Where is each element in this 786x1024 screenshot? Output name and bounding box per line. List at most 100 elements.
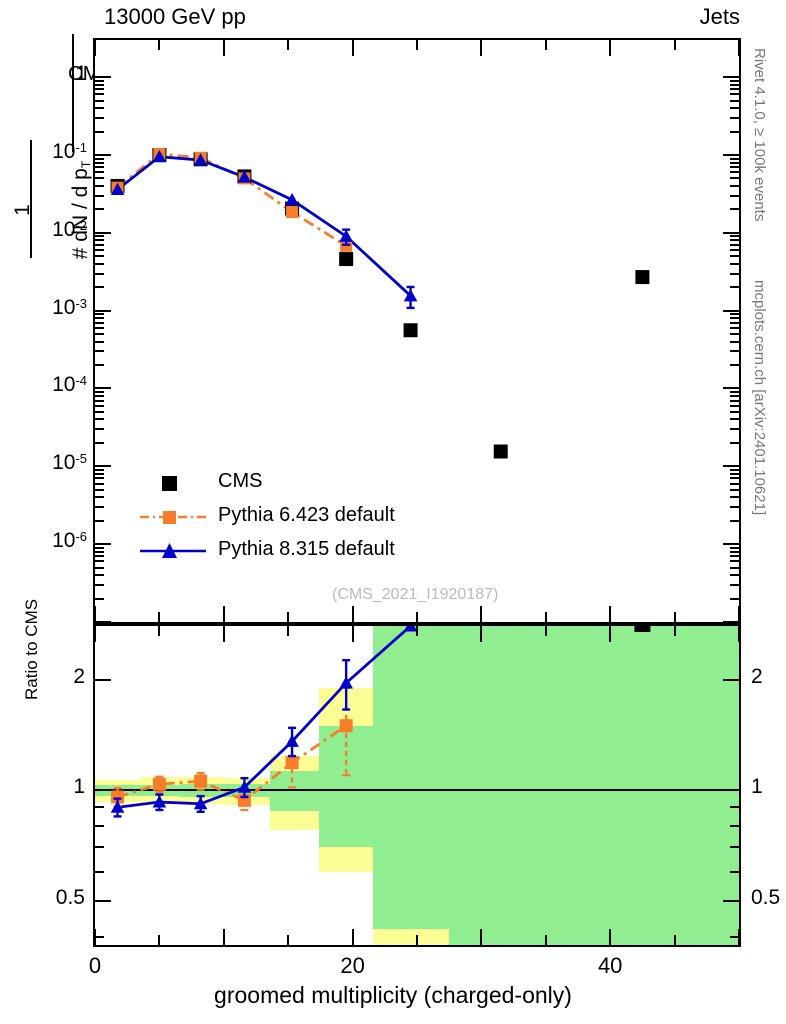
ratio-x-tick-bottom [158, 935, 161, 945]
y-minor-tick [95, 208, 104, 211]
ratio-x-tick-bottom [544, 935, 547, 945]
x-tick-bottom [158, 612, 161, 622]
y-minor-tick [730, 477, 739, 480]
pythia8-ratio-marker [285, 734, 299, 747]
y-major-tick [95, 543, 111, 546]
ratio-y-minor-tick [95, 846, 104, 849]
y-minor-tick [730, 321, 739, 324]
ratio-x-tick-bottom [222, 929, 225, 945]
y-minor-tick [730, 472, 739, 475]
ratio-y-tick-label: 2 [73, 664, 85, 688]
series-line [116, 152, 347, 248]
y-tick-label: 10-5 [52, 451, 87, 475]
y-tick-label: 10-4 [52, 373, 87, 397]
y-minor-tick [95, 418, 104, 421]
ratio-x-tick-top [544, 626, 547, 636]
cms-inner-uncertainty-band [373, 626, 450, 929]
pythia8-ratio-marker [152, 795, 167, 808]
y-minor-tick [95, 482, 104, 485]
y-tick-label: 10-1 [52, 139, 87, 163]
y-major-tick [95, 309, 111, 312]
ratio-plot-panel [93, 624, 741, 947]
y-minor-tick [95, 350, 104, 353]
y-minor-tick [730, 574, 739, 577]
pythia6-ratio-marker [152, 777, 166, 791]
y-axis-label: 1 # dN / d pT # d2N d pT dλ [6, 34, 153, 298]
ratio-plot-canvas [110, 626, 651, 818]
y-minor-tick [730, 333, 739, 336]
y-minor-tick [730, 519, 739, 522]
y-minor-tick [95, 404, 104, 407]
y-minor-tick [730, 157, 739, 160]
legend-label: Pythia 8.315 default [218, 538, 395, 560]
y-minor-tick [95, 550, 104, 553]
y-minor-tick [730, 583, 739, 586]
y-axis-fraction-bar-1 [30, 140, 32, 258]
y-minor-tick [95, 107, 104, 110]
y-minor-tick [95, 364, 104, 367]
ratio-x-tick-top [480, 626, 483, 642]
solid-triangle-marker-icon [140, 534, 206, 568]
y-tick-label: 10-3 [52, 295, 87, 319]
cms-inner-uncertainty-band [552, 626, 739, 945]
y-minor-tick [95, 597, 104, 600]
ratio-x-tick-bottom [480, 929, 483, 945]
y-minor-tick [730, 391, 739, 394]
x-tick-bottom [544, 612, 547, 622]
ratio-x-tick-top [609, 626, 612, 642]
y-minor-tick [730, 428, 739, 431]
y-minor-tick [730, 560, 739, 563]
y-minor-tick [730, 107, 739, 110]
x-tick-top [287, 40, 290, 50]
y-minor-tick [730, 262, 739, 265]
y-major-tick [723, 543, 739, 546]
y-minor-tick [95, 239, 104, 242]
y-minor-tick [95, 161, 104, 164]
y-minor-tick [95, 506, 104, 509]
y-minor-tick [730, 399, 739, 402]
main-plot-panel [93, 38, 741, 624]
y-minor-tick [730, 597, 739, 600]
y-minor-tick [730, 177, 739, 180]
y-minor-tick [730, 243, 739, 246]
y-minor-tick [730, 340, 739, 343]
x-tick-top [351, 40, 354, 56]
x-tick-top [158, 40, 161, 50]
ratio-y-minor-tick [730, 846, 739, 849]
y-minor-tick [95, 157, 104, 160]
ratio-x-tick-top [158, 626, 161, 636]
y-minor-tick [730, 99, 739, 102]
y-minor-tick [730, 171, 739, 174]
pythia8-data-marker [237, 170, 252, 183]
x-tick-top [673, 40, 676, 50]
y-major-tick [95, 231, 111, 234]
pythia6-ratio-marker [339, 719, 353, 733]
dashdot-square-marker-icon [140, 500, 206, 534]
y-minor-tick [730, 88, 739, 91]
y-major-tick [95, 465, 111, 468]
y-minor-tick [730, 166, 739, 169]
y-minor-tick [730, 395, 739, 398]
ratio-x-tick-bottom [609, 929, 612, 945]
y-minor-tick [95, 317, 104, 320]
y-axis-fraction-bar-2 [72, 34, 74, 152]
pythia8-data-marker [403, 289, 418, 302]
y-minor-tick [730, 350, 739, 353]
y-major-tick [95, 387, 111, 390]
y-major-tick [95, 621, 111, 623]
y-minor-tick [730, 404, 739, 407]
ratio-y-minor-tick [730, 825, 739, 828]
pythia8-ratio-marker [403, 626, 418, 632]
legend-label: Pythia 6.423 default [218, 504, 395, 526]
y-major-tick [723, 387, 739, 390]
ratio-x-tick-bottom [416, 935, 418, 945]
y-minor-tick [95, 83, 104, 86]
y-minor-tick [95, 272, 104, 275]
cms-data-marker [339, 252, 354, 267]
y-minor-tick [95, 321, 104, 324]
y-minor-tick [95, 286, 104, 289]
ratio-x-tick-bottom [673, 935, 676, 945]
x-tick-bottom [609, 606, 612, 622]
ratio-y-minor-tick [95, 789, 104, 792]
